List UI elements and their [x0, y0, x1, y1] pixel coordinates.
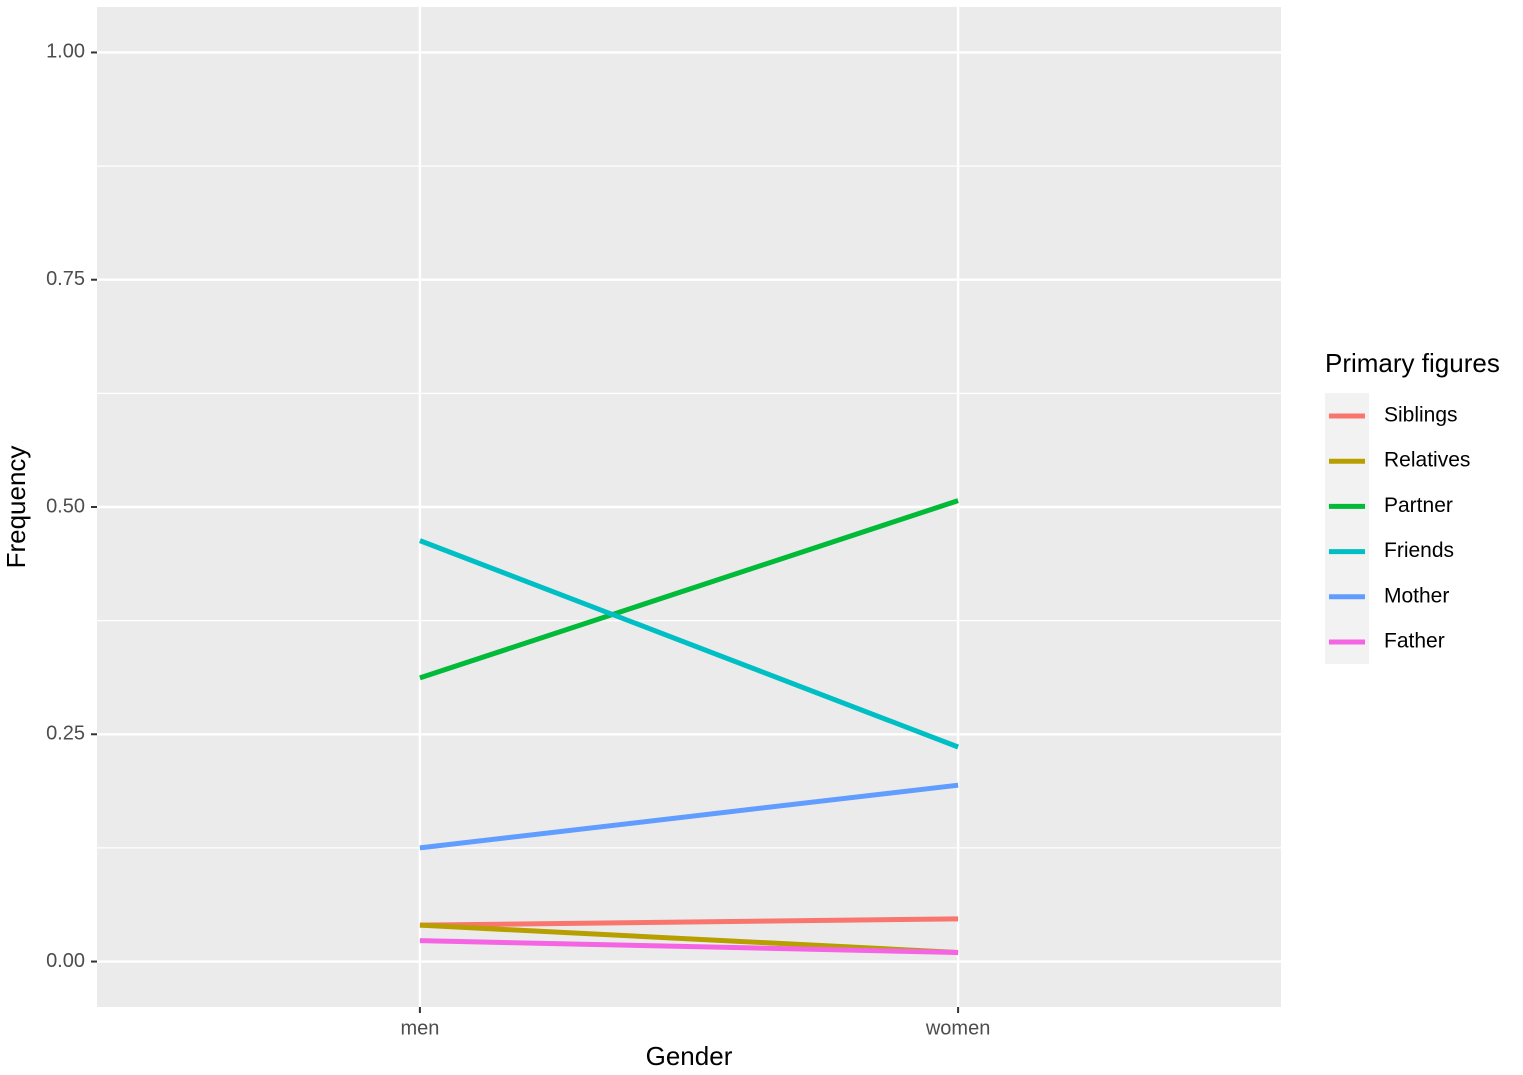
x-axis-title: Gender: [646, 1041, 733, 1071]
series-line: [419, 938, 959, 955]
legend-label: Siblings: [1384, 404, 1458, 427]
legend-label: Partner: [1384, 494, 1453, 517]
legend-label: Father: [1384, 630, 1445, 653]
series-line: [419, 922, 959, 955]
y-tick-label: 0.00: [46, 950, 85, 972]
y-tick-label: 0.75: [46, 268, 85, 290]
legend-keys-bg: [1325, 393, 1369, 664]
series-line: [419, 782, 959, 851]
legend-label: Mother: [1384, 584, 1449, 607]
y-tick-label: 0.25: [46, 723, 85, 745]
x-tick-label: men: [400, 1017, 439, 1039]
series-line: [419, 538, 959, 750]
legend-label: Friends: [1384, 539, 1454, 562]
x-tick-label: women: [925, 1017, 990, 1039]
y-tick-label: 0.50: [46, 495, 85, 517]
y-axis-title: Frequency: [1, 446, 31, 569]
legend-label: Relatives: [1384, 449, 1470, 472]
series-line: [419, 916, 959, 928]
series-line: [419, 498, 959, 681]
y-tick-label: 1.00: [46, 41, 85, 63]
legend-title: Primary figures: [1325, 348, 1500, 378]
